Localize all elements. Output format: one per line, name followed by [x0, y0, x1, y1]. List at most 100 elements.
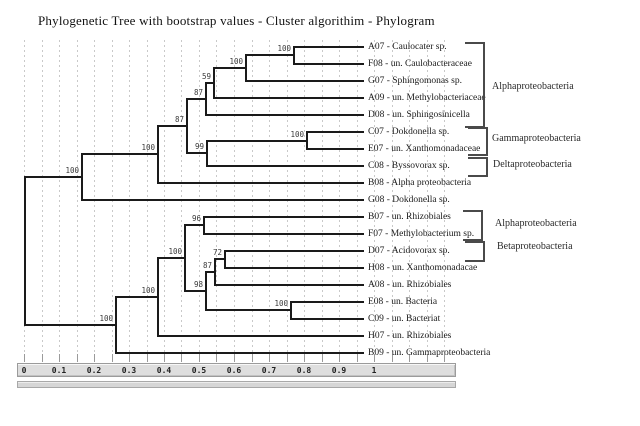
- axis-tick-mark: [24, 354, 25, 362]
- bootstrap-value-n4: 87: [193, 88, 203, 97]
- taxon-label-C09: C09 - un. Bacteriat: [368, 314, 441, 324]
- scale-tick-label: 0.9: [331, 366, 347, 375]
- axis-tick-mark: [42, 354, 43, 362]
- grid-line: [181, 40, 182, 352]
- bootstrap-value-n13: 100: [274, 299, 288, 308]
- tree-branch-n4: [186, 98, 207, 100]
- bootstrap-value-n3: 59: [201, 72, 211, 81]
- grid-line: [94, 40, 95, 352]
- tip-branch-B08: [157, 182, 364, 184]
- group-bracket-vertical: [486, 157, 488, 177]
- horizontal-scrollbar[interactable]: [17, 381, 456, 388]
- taxon-label-H07: H07 - un. Rhizobiales: [368, 331, 452, 341]
- scale-bar: [17, 363, 456, 377]
- scale-tick-label: 0.2: [86, 366, 102, 375]
- group-bracket-bottom-arm: [468, 175, 486, 177]
- grid-line: [112, 40, 113, 352]
- group-bracket-vertical: [486, 127, 488, 156]
- taxon-label-A08: A08 - un. Rhizobiales: [368, 280, 452, 290]
- grid-line: [59, 40, 60, 352]
- bootstrap-value-n7: 87: [174, 115, 184, 124]
- grid-line: [164, 40, 165, 352]
- group-bracket-vertical: [483, 241, 485, 262]
- taxon-label-D08: D08 - un. Sphingosinicella: [368, 110, 470, 120]
- axis-tick-mark: [147, 354, 148, 362]
- scale-tick-label: 0.7: [261, 366, 277, 375]
- taxon-label-E07: E07 - un. Xanthomonadaceae: [368, 144, 481, 154]
- group-label: Alphaproteobacteria: [495, 218, 577, 229]
- tip-branch-B09: [115, 352, 364, 354]
- axis-tick-mark: [129, 354, 130, 362]
- tree-branch-n3: [205, 82, 215, 84]
- group-bracket-vertical: [483, 42, 485, 128]
- group-bracket-top-arm: [463, 210, 481, 212]
- group-label: Alphaproteobacteria: [492, 81, 574, 92]
- group-bracket-vertical: [481, 210, 483, 241]
- group-label: Deltaproteobacteria: [493, 159, 572, 170]
- grid-line: [409, 40, 410, 352]
- bootstrap-value-n12: 87: [202, 261, 212, 270]
- group-label: Betaproteobacteria: [497, 241, 573, 252]
- tip-branch-D08: [205, 114, 364, 116]
- axis-tick-mark: [304, 354, 305, 362]
- taxon-label-G08: G08 - Dokdonella sp.: [368, 195, 450, 205]
- grid-line: [444, 40, 445, 352]
- tip-branch-G08: [81, 199, 364, 201]
- taxon-label-F08: F08 - un. Caulobacteraceae: [368, 59, 472, 69]
- scale-tick-label: 0: [21, 366, 27, 375]
- tip-branch-E07: [306, 148, 364, 150]
- scale-tick-label: 0.4: [156, 366, 172, 375]
- axis-tick-mark: [181, 354, 182, 362]
- taxon-label-G07: G07 - Sphingomonas sp.: [368, 76, 462, 86]
- grid-line: [269, 40, 270, 352]
- axis-tick-mark: [216, 354, 217, 362]
- tip-branch-G07: [245, 80, 364, 82]
- axis-tick-mark: [322, 354, 323, 362]
- taxon-label-A07: A07 - Caulocater sp.: [368, 42, 447, 52]
- taxon-label-B07: B07 - un. Rhizobiales: [368, 212, 451, 222]
- axis-tick-mark: [444, 354, 445, 362]
- taxon-label-F07: F07 - Methylobacterium sp.: [368, 229, 475, 239]
- scale-tick-label: 1: [371, 366, 377, 375]
- bootstrap-value-n14: 98: [193, 280, 203, 289]
- taxon-label-E08: E08 - un. Bacteria: [368, 297, 438, 307]
- taxon-label-D07: D07 - Acidovorax sp.: [368, 246, 450, 256]
- tree-branch-n5: [206, 140, 308, 142]
- bootstrap-value-n2: 100: [229, 57, 243, 66]
- grid-line: [216, 40, 217, 352]
- taxon-label-B09: B09 - un. Gammaproteobacteria: [368, 348, 491, 358]
- axis-tick-mark: [164, 354, 165, 362]
- axis-tick-mark: [374, 354, 375, 362]
- tree-branch-n6: [186, 152, 208, 154]
- group-bracket-top-arm: [465, 241, 483, 243]
- scale-tick-label: 0.5: [191, 366, 207, 375]
- tip-branch-A08: [214, 284, 364, 286]
- axis-tick-mark: [252, 354, 253, 362]
- grid-line: [252, 40, 253, 352]
- tip-branch-A07: [293, 46, 364, 48]
- taxon-label-H08: H08 - un. Xanthomonadacae: [368, 263, 478, 273]
- tip-branch-F08: [293, 63, 364, 65]
- tip-branch-E08: [290, 301, 364, 303]
- tree-branch-n12: [205, 271, 216, 273]
- group-label: Gammaproteobacteria: [492, 133, 581, 144]
- group-bracket-bottom-arm: [465, 260, 483, 262]
- grid-line: [339, 40, 340, 352]
- tree-branch-n2: [213, 67, 247, 69]
- grid-line: [129, 40, 130, 352]
- tip-branch-B07: [203, 216, 364, 218]
- tree-branch-n8: [81, 153, 159, 155]
- axis-tick-mark: [427, 354, 428, 362]
- axis-tick-mark: [77, 354, 78, 362]
- taxon-label-C07: C07 - Dokdonella sp.: [368, 127, 450, 137]
- grid-line: [77, 40, 78, 352]
- taxon-label-B08: B08 - Alpha proteobacteria: [368, 178, 472, 188]
- tree-branch-n10: [184, 224, 205, 226]
- group-bracket-bottom-arm: [463, 239, 481, 241]
- grid-line: [304, 40, 305, 352]
- axis-tick-mark: [112, 354, 113, 362]
- bootstrap-value-n11: 72: [212, 248, 222, 257]
